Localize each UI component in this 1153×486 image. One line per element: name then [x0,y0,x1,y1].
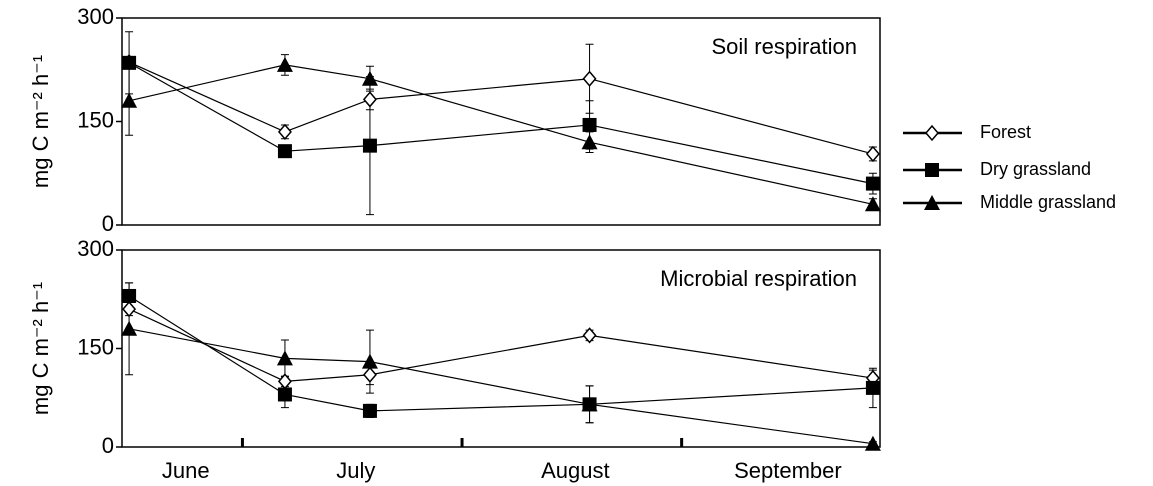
y-axis-label: mg C m⁻² h⁻¹ [28,282,53,415]
legend-label: Dry grassland [980,159,1091,179]
marker-triangle [361,70,378,86]
marker-diamond [362,91,377,108]
series-line [128,295,873,412]
marker-square [925,163,939,177]
series-line [128,64,874,205]
marker-triangle [581,134,598,150]
marker-diamond [277,123,292,141]
marker-triangle [276,56,293,72]
y-tick-label: 150 [77,107,114,132]
marker-square [582,117,597,132]
panel-title: Soil respiration [711,34,857,59]
marker-triangle [121,92,138,108]
x-tick-label: September [734,458,842,483]
marker-triangle [924,195,940,210]
panel-title: Microbial respiration [660,266,857,291]
marker-square [122,55,137,70]
y-tick-label: 300 [77,4,114,29]
y-tick-label: 150 [77,334,114,359]
series-line [128,328,873,445]
y-axis-label: mg C m⁻² h⁻¹ [28,55,53,188]
marker-triangle [361,353,378,369]
series-line [128,308,874,382]
marker-diamond [362,366,377,383]
x-tick-label: June [162,458,210,483]
marker-square [122,288,137,303]
x-tick-label: July [336,458,375,483]
marker-diamond [122,300,137,318]
marker-square [865,176,880,191]
marker-triangle [121,320,138,336]
marker-diamond [865,145,880,163]
marker-square [865,380,880,395]
legend-label: Forest [980,122,1031,142]
marker-diamond [277,373,292,390]
marker-triangle [276,350,293,366]
marker-triangle [581,396,598,412]
y-tick-label: 0 [102,433,114,458]
marker-square [362,403,377,418]
marker-diamond [925,124,939,142]
marker-diamond [582,70,597,87]
series-line [128,61,874,155]
series-line [128,62,874,185]
y-tick-label: 300 [77,236,114,261]
legend-label: Middle grassland [980,192,1116,212]
marker-square [277,387,292,402]
y-tick-label: 0 [102,211,114,236]
marker-triangle [864,435,881,451]
x-tick-label: August [541,458,610,483]
marker-square [362,138,377,153]
marker-triangle [864,196,881,212]
marker-square [277,144,292,159]
marker-diamond [582,327,597,344]
